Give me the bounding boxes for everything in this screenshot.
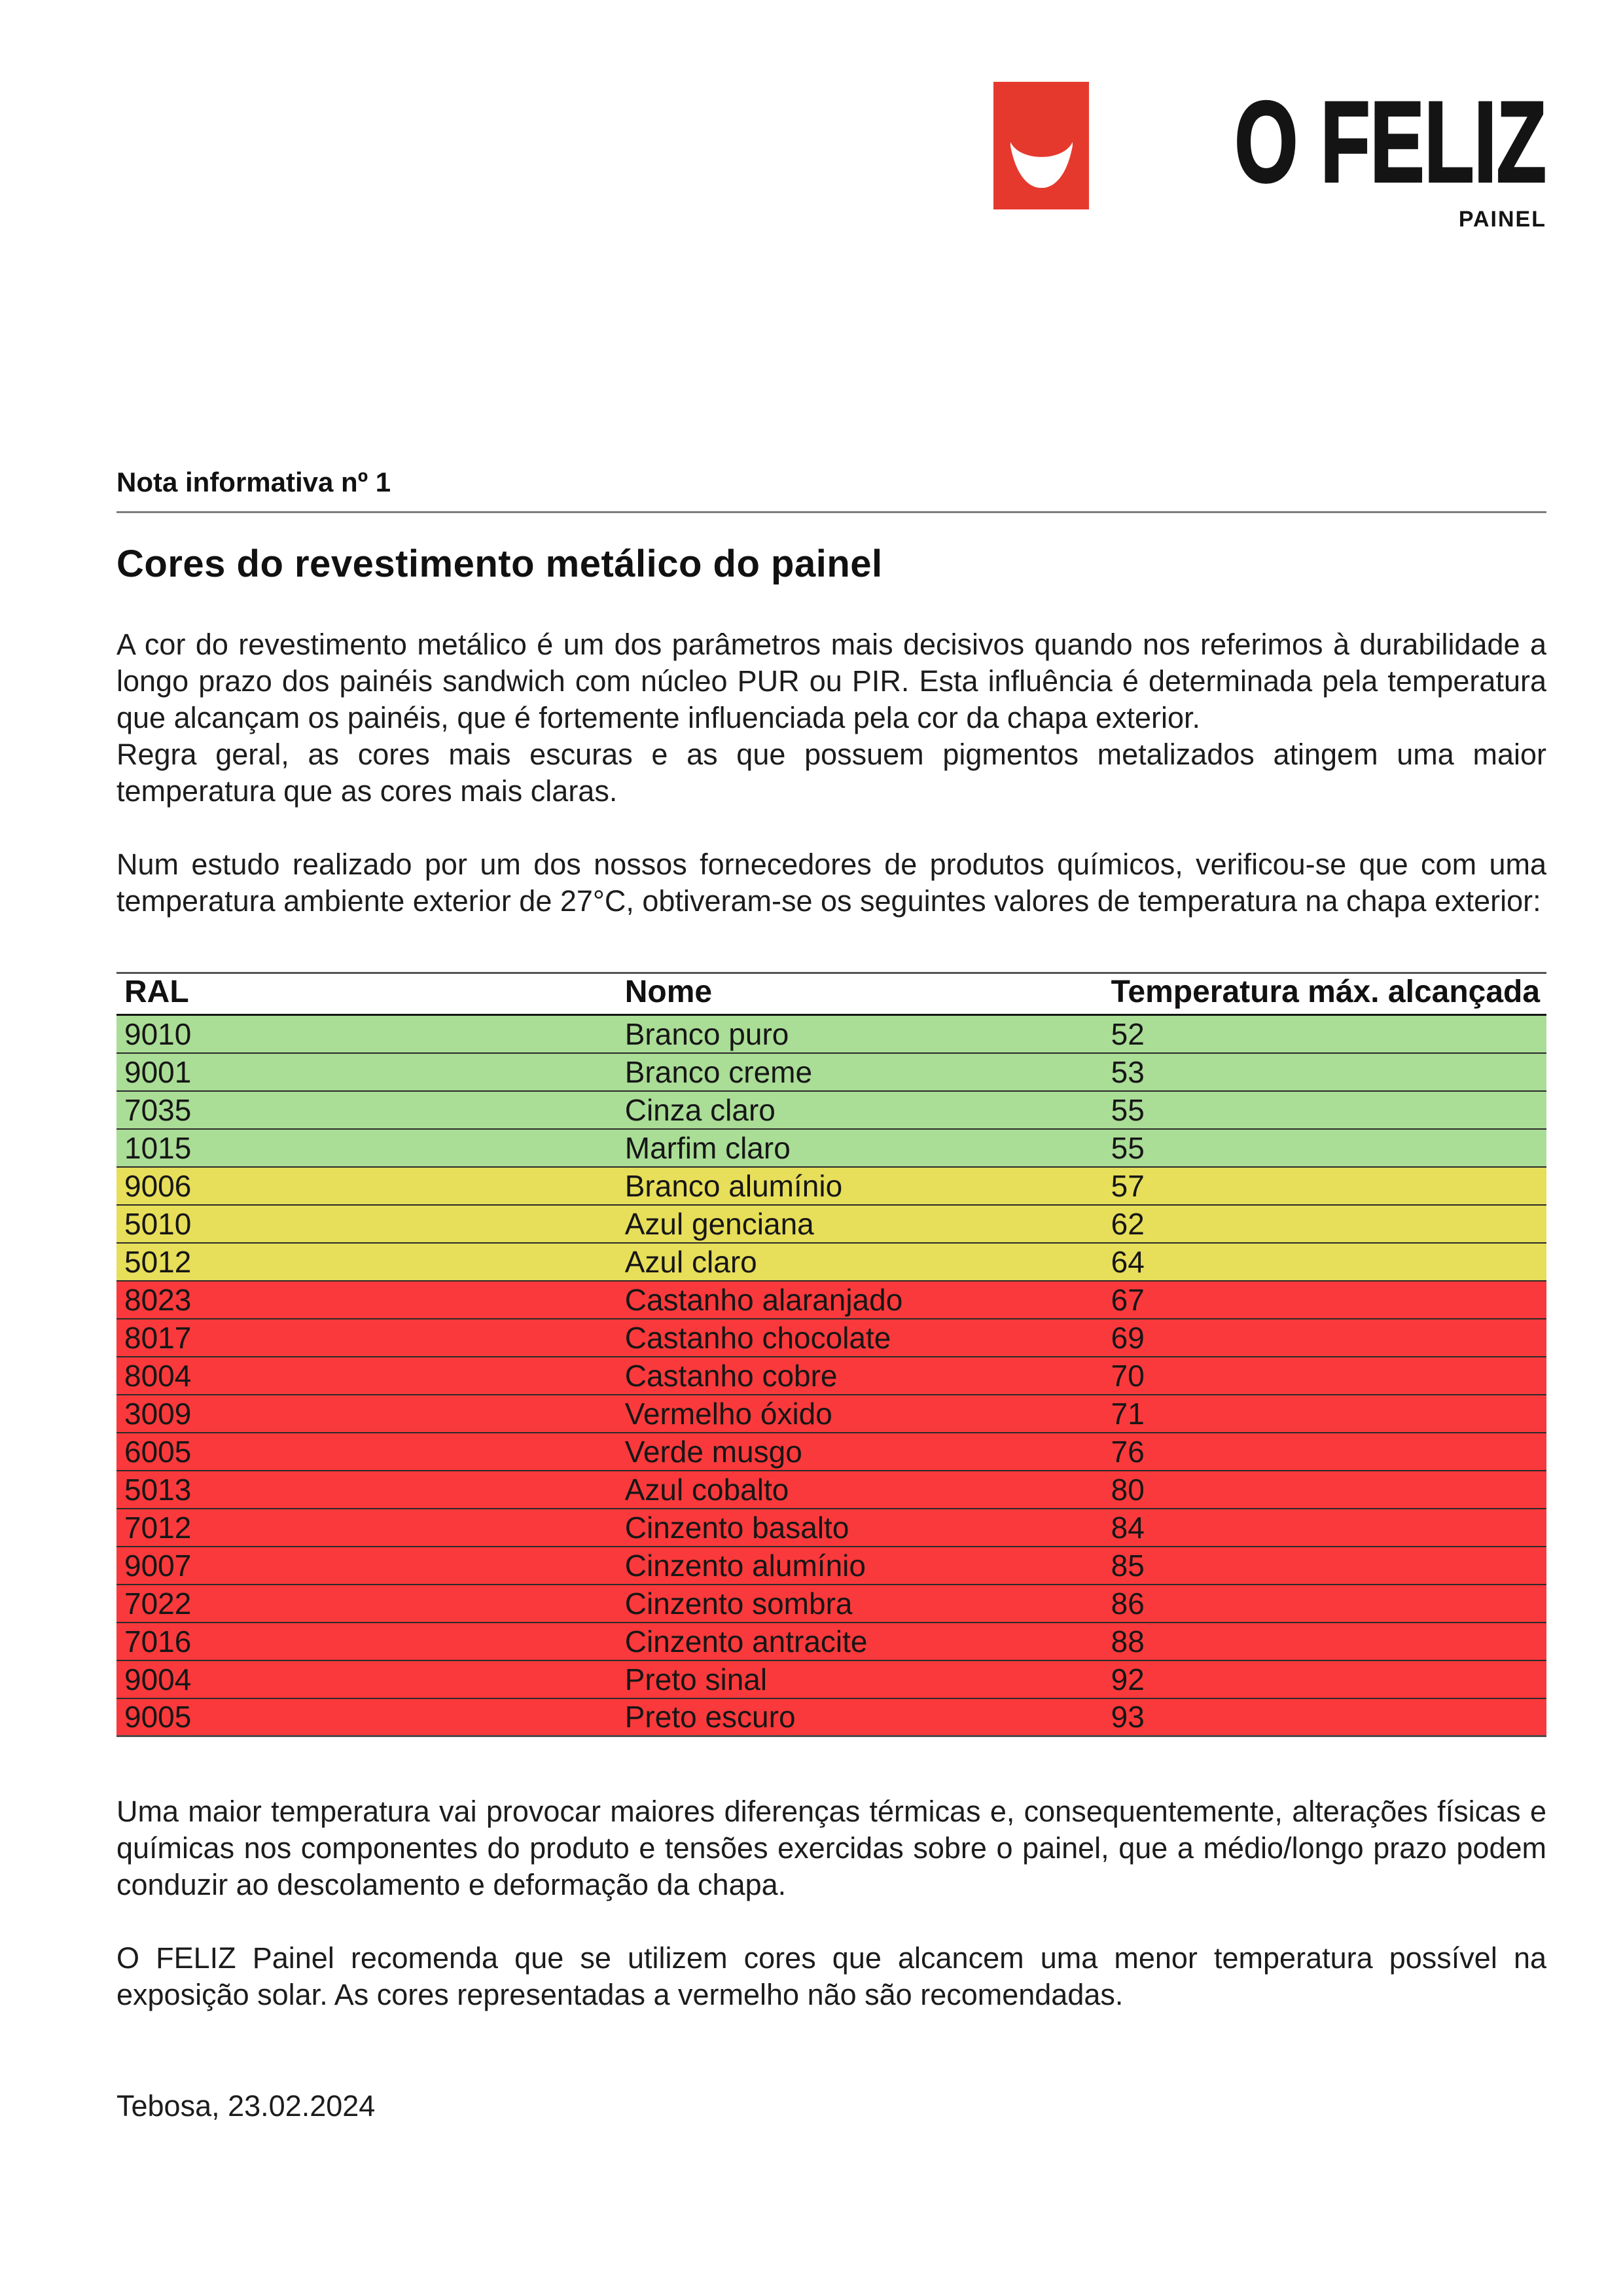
temp-cell: 53 [1103, 1052, 1546, 1091]
paragraph-rule-of-thumb: Regra geral, as cores mais escuras e as … [116, 738, 1546, 808]
ral-cell: 8004 [116, 1355, 617, 1395]
nome-cell: Preto sinal [616, 1659, 1103, 1698]
logo-text-block: O FELIZ PAINEL [1107, 79, 1547, 232]
paragraph-recommendation: O FELIZ Painel recomenda que se utilizem… [116, 1941, 1546, 2011]
temp-cell: 76 [1103, 1431, 1546, 1471]
ral-cell: 7035 [116, 1090, 617, 1129]
nome-cell: Cinza claro [616, 1090, 1103, 1129]
table-row: 9004 Preto sinal 92 [116, 1659, 1546, 1698]
nome-cell: Marfim claro [616, 1128, 1103, 1167]
table-row: 9006 Branco alumínio 57 [116, 1166, 1546, 1205]
nome-cell: Branco alumínio [616, 1166, 1103, 1205]
nome-cell: Cinzento basalto [616, 1507, 1103, 1547]
ral-cell: 5013 [116, 1469, 617, 1509]
header-temperatura: Temperatura máx. alcançada [1103, 973, 1546, 1016]
temp-cell: 92 [1103, 1659, 1546, 1698]
table-header-row: RAL Nome Temperatura máx. alcançada [116, 973, 1546, 1016]
paragraph-intro: A cor do revestimento metálico é um dos … [116, 628, 1546, 734]
table-row: 8023 Castanho alaranjado 67 [116, 1280, 1546, 1319]
table-row: 5010 Azul genciana 62 [116, 1204, 1546, 1243]
table-row: 7016 Cinzento antracite 88 [116, 1621, 1546, 1660]
nome-cell: Azul claro [616, 1242, 1103, 1281]
nome-cell: Branco puro [624, 1016, 789, 1051]
temp-cell: 55 [1103, 1128, 1546, 1167]
ral-cell: 7016 [116, 1621, 617, 1660]
table-row: 9005 Preto escuro 93 [116, 1697, 1546, 1736]
page-title: Cores do revestimento metálico do painel [116, 543, 883, 585]
nome-cell: Preto escuro [616, 1697, 1103, 1736]
ral-cell: 9010 [124, 1016, 192, 1051]
nome-cell: Cinzento antracite [616, 1621, 1103, 1660]
ral-cell: 9006 [116, 1166, 617, 1205]
ral-cell: 3009 [116, 1393, 617, 1433]
ral-cell: 7022 [116, 1583, 617, 1623]
temp-cell: 67 [1103, 1280, 1546, 1319]
temp-cell: 57 [1103, 1166, 1546, 1205]
ral-cell: 9001 [116, 1052, 617, 1091]
nome-cell: Vermelho óxido [616, 1393, 1103, 1433]
ral-cell: 8023 [116, 1280, 617, 1319]
paragraph-consequences: Uma maior temperatura vai provocar maior… [116, 1795, 1546, 1901]
temp-cell: 86 [1103, 1583, 1546, 1623]
table-row: 1015 Marfim claro 55 [116, 1128, 1546, 1167]
temp-cell: 93 [1103, 1697, 1546, 1736]
ral-cell: 5012 [116, 1242, 617, 1281]
content-column: O FELIZ PAINEL Nota informativa nº 1 Cor… [116, 0, 1547, 2123]
temp-cell: 55 [1103, 1090, 1546, 1129]
temp-cell: 80 [1103, 1469, 1546, 1509]
nome-cell: Cinzento sombra [616, 1583, 1103, 1623]
temp-cell: 85 [1103, 1545, 1546, 1585]
nome-cell: Branco creme [616, 1052, 1103, 1091]
temp-cell: 62 [1103, 1204, 1546, 1243]
header-nome: Nome [616, 973, 1103, 1016]
note-number-heading: Nota informativa nº 1 [116, 467, 391, 497]
nome-cell: Azul cobalto [616, 1469, 1103, 1509]
ral-cell: 7012 [116, 1507, 617, 1547]
temp-cell: 88 [1103, 1621, 1546, 1660]
nome-cell: Azul genciana [616, 1204, 1103, 1243]
brand-subtitle: PAINEL [1458, 207, 1546, 232]
ral-cell: 6005 [116, 1431, 617, 1471]
nome-cell: Cinzento alumínio [616, 1545, 1103, 1585]
heading-divider [116, 511, 1546, 513]
temp-cell: 71 [1103, 1393, 1546, 1433]
temp-cell: 52 [1111, 1016, 1145, 1051]
table-row: 3009 Vermelho óxido 71 [116, 1393, 1546, 1433]
table-row: 9001 Branco creme 53 [116, 1052, 1546, 1091]
company-logo: O FELIZ PAINEL [116, 79, 1547, 239]
ral-table-body: 9010 Branco puro 52 9001 Branco creme 53 7035 C… [116, 1014, 1546, 1736]
table-row: 7022 Cinzento sombra 86 [116, 1583, 1546, 1623]
ral-temperature-table: RAL Nome Temperatura máx. alcançada 9010… [116, 972, 1546, 1737]
table-row: 8017 Castanho chocolate 69 [116, 1318, 1546, 1357]
brand-name: O FELIZ [1234, 79, 1547, 206]
table-row: 9010 Branco puro 52 [116, 1014, 1546, 1053]
nome-cell: Castanho cobre [616, 1355, 1103, 1395]
ral-cell: 5010 [116, 1204, 617, 1243]
temp-cell: 84 [1103, 1507, 1546, 1547]
nome-cell: Verde musgo [616, 1431, 1103, 1471]
table-row: 9007 Cinzento alumínio 85 [116, 1545, 1546, 1585]
temp-cell: 64 [1103, 1242, 1546, 1281]
logo-mark [993, 82, 1090, 209]
table-row: 7012 Cinzento basalto 84 [116, 1507, 1546, 1547]
temp-cell: 70 [1103, 1355, 1546, 1395]
table-row: 6005 Verde musgo 76 [116, 1431, 1546, 1471]
table-row: 8004 Castanho cobre 70 [116, 1355, 1546, 1395]
table-row: 7035 Cinza claro 55 [116, 1090, 1546, 1129]
ral-cell: 8017 [116, 1318, 617, 1357]
smile-icon [1010, 141, 1073, 188]
ral-cell: 9005 [116, 1697, 617, 1736]
ral-cell: 1015 [116, 1128, 617, 1167]
nome-cell: Castanho alaranjado [616, 1280, 1103, 1319]
ral-cell: 9007 [116, 1545, 617, 1585]
temp-cell: 69 [1103, 1318, 1546, 1357]
place-and-date: Tebosa, 23.02.2024 [116, 2089, 376, 2123]
header-ral: RAL [116, 973, 617, 1016]
table-row: 5013 Azul cobalto 80 [116, 1469, 1546, 1509]
ral-cell: 9004 [116, 1659, 617, 1698]
paragraph-study: Num estudo realizado por um dos nossos f… [116, 848, 1546, 918]
nome-cell: Castanho chocolate [616, 1318, 1103, 1357]
table-row: 5012 Azul claro 64 [116, 1242, 1546, 1281]
